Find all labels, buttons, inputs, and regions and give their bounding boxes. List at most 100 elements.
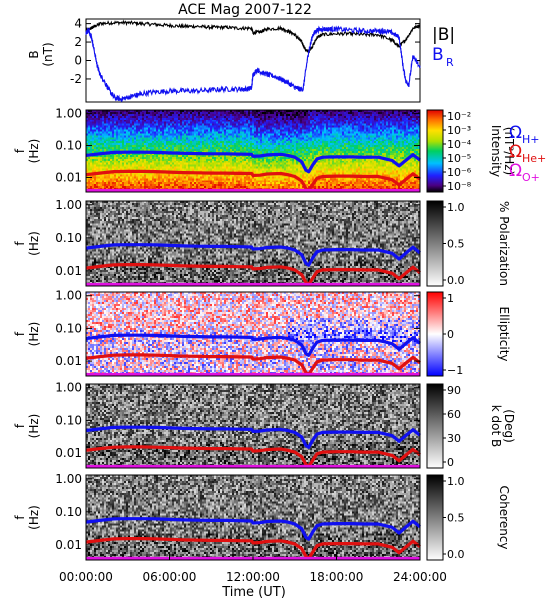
b-radial-line — [85, 25, 421, 103]
colorbar-tick-label: 60 — [447, 408, 461, 421]
spectrogram-panel-4: 1.00 0.10 0.01 f (Hz) 90 60 30 0 k dot B (Deg) — [13, 381, 516, 469]
y-tick-label: -2 — [70, 72, 82, 86]
y-tick-label: 1.00 — [55, 289, 82, 303]
y-axis-unit: (Hz) — [27, 505, 41, 530]
y-tick-label: 1.00 — [55, 198, 82, 212]
y-tick-label: 2 — [74, 35, 82, 49]
x-axis: 00:00:00 06:00:00 12:00:00 18:00:00 24:00:00 — [59, 554, 447, 584]
colorbar-label: % Polarization — [497, 201, 511, 286]
colorbar-tick-label: 0 — [447, 328, 454, 341]
gyrofrequency-line-He — [85, 536, 421, 561]
gyrofrequency-line-He — [85, 169, 421, 193]
colorbar-tick-label: 30 — [447, 432, 461, 445]
y-axis-label: f — [13, 423, 27, 428]
colorbar — [426, 291, 444, 377]
colorbar-tick-label: 1.0 — [447, 475, 465, 488]
y-axis-unit: (Hz) — [27, 231, 41, 256]
y-tick-label: 0.10 — [55, 139, 82, 153]
y-tick-label: 1.00 — [55, 107, 82, 121]
gyro-legend-sub-H: H+ — [522, 133, 540, 146]
x-axis-label: Time (UT) — [221, 585, 286, 600]
colorbar-tick-label: 10⁻³ — [447, 124, 471, 137]
gyro-legend-sub-He: He+ — [522, 152, 546, 165]
b-field-panel: 420-2B (nT)|B|B R — [27, 17, 455, 103]
colorbar-label: k dot B — [489, 405, 503, 447]
gyro-legend-H: Ω — [509, 123, 522, 143]
gyro-legend-He: Ω — [509, 142, 522, 162]
spectrogram-panel-5: 1.00 0.10 0.01 f (Hz) 1.0 0.5 0.0 Coherency — [13, 472, 511, 561]
legend-b-radial-sub: R — [446, 56, 454, 69]
spectrogram-panel-1: 1.00 0.10 0.01 f (Hz) 10⁻²10⁻³10⁻⁴10⁻⁵10⁻⁶10⁻… — [13, 107, 546, 193]
colorbar-tick-label: 10⁻⁶ — [447, 166, 472, 179]
y-tick-label: 0.10 — [55, 413, 82, 427]
b-magnitude-line — [85, 19, 421, 54]
y-axis-label: f — [13, 331, 27, 336]
y-tick-label: 1.00 — [55, 381, 82, 395]
colorbar-tick-label: 10⁻⁸ — [447, 180, 472, 193]
legend-b-magnitude: |B| — [432, 25, 455, 45]
colorbar-tick-label: 1 — [447, 292, 454, 305]
colorbar-label: Intensity — [489, 125, 503, 177]
gyrofrequency-line-H — [85, 243, 422, 267]
colorbar-tick-label: 1.0 — [447, 201, 465, 214]
y-tick-label: 0.10 — [55, 321, 82, 335]
colorbar-tick-label: 10⁻⁴ — [447, 138, 472, 151]
y-axis-unit: (nT) — [41, 42, 55, 66]
colorbar — [426, 383, 444, 469]
colorbar — [426, 200, 444, 287]
colorbar-tick-label: 0 — [447, 456, 454, 469]
y-axis-unit: (Hz) — [27, 414, 41, 439]
y-tick-label: 0.10 — [55, 505, 82, 519]
colorbar-unit: (nT²/Hz) — [502, 127, 516, 175]
colorbar-label: Ellipticity — [497, 307, 511, 362]
spectrogram-panel-2: 1.00 0.10 0.01 f (Hz) 1.0 0.5 0.0 % Polarization — [13, 198, 511, 287]
gyro-legend-O: Ω — [509, 161, 522, 181]
y-tick-label: 0 — [74, 54, 82, 68]
y-axis-label: f — [13, 515, 27, 520]
gyrofrequency-line-H — [85, 333, 421, 357]
y-tick-label: 4 — [74, 17, 82, 31]
x-tick-label: 00:00:00 — [59, 570, 113, 584]
colorbar-tick-label: 0.5 — [447, 512, 465, 525]
y-tick-label: 0.01 — [55, 354, 82, 368]
colorbar-unit: (Deg) — [502, 409, 516, 443]
gyrofrequency-line-H — [85, 425, 421, 449]
y-tick-label: 1.00 — [55, 472, 82, 486]
colorbar — [426, 474, 444, 561]
y-tick-label: 0.10 — [55, 231, 82, 245]
gyrofrequency-line-H — [85, 517, 422, 541]
colorbar-tick-label: 0.0 — [447, 274, 465, 287]
spectrogram-frame — [85, 200, 421, 287]
y-axis-label: B — [27, 50, 41, 58]
chart-title: ACE Mag 2007-122 — [178, 2, 312, 18]
gyrofrequency-line-He — [85, 263, 421, 287]
colorbar — [426, 109, 444, 193]
y-axis-unit: (Hz) — [27, 322, 41, 347]
gyro-legend-sub-O: O+ — [522, 171, 540, 184]
colorbar-tick-label: 0.5 — [447, 238, 465, 251]
panels-layer: 420-2B (nT)|B|B R1.000.100.01f (Hz)10⁻²10⁻³… — [13, 17, 546, 561]
y-axis-label: f — [13, 241, 27, 246]
x-tick-label: 06:00:00 — [143, 570, 197, 584]
colorbar-tick-label: −1 — [447, 364, 463, 377]
spectrogram-frame — [85, 383, 421, 469]
colorbar-label: Coherency — [497, 485, 511, 549]
spectrogram-frame — [85, 291, 421, 377]
colorbar-tick-label: 10⁻² — [447, 110, 471, 123]
gyrofrequency-line-He — [85, 353, 421, 377]
gyrofrequency-line-H — [85, 150, 421, 174]
y-tick-label: 0.01 — [55, 446, 82, 460]
colorbar-tick-label: 10⁻⁵ — [447, 152, 471, 165]
y-tick-label: 0.01 — [55, 538, 82, 552]
gyrofrequency-line-He — [85, 445, 421, 469]
legend-b-radial: B — [432, 45, 444, 65]
y-tick-label: 0.01 — [55, 170, 82, 184]
spectrogram-frame — [85, 109, 421, 193]
colorbar-tick-label: 0.0 — [447, 548, 465, 561]
y-axis-unit: (Hz) — [27, 139, 41, 164]
y-tick-label: 0.01 — [55, 264, 82, 278]
x-tick-label: 12:00:00 — [226, 570, 280, 584]
x-tick-label: 24:00:00 — [393, 570, 447, 584]
colorbar-tick-label: 90 — [447, 384, 461, 397]
